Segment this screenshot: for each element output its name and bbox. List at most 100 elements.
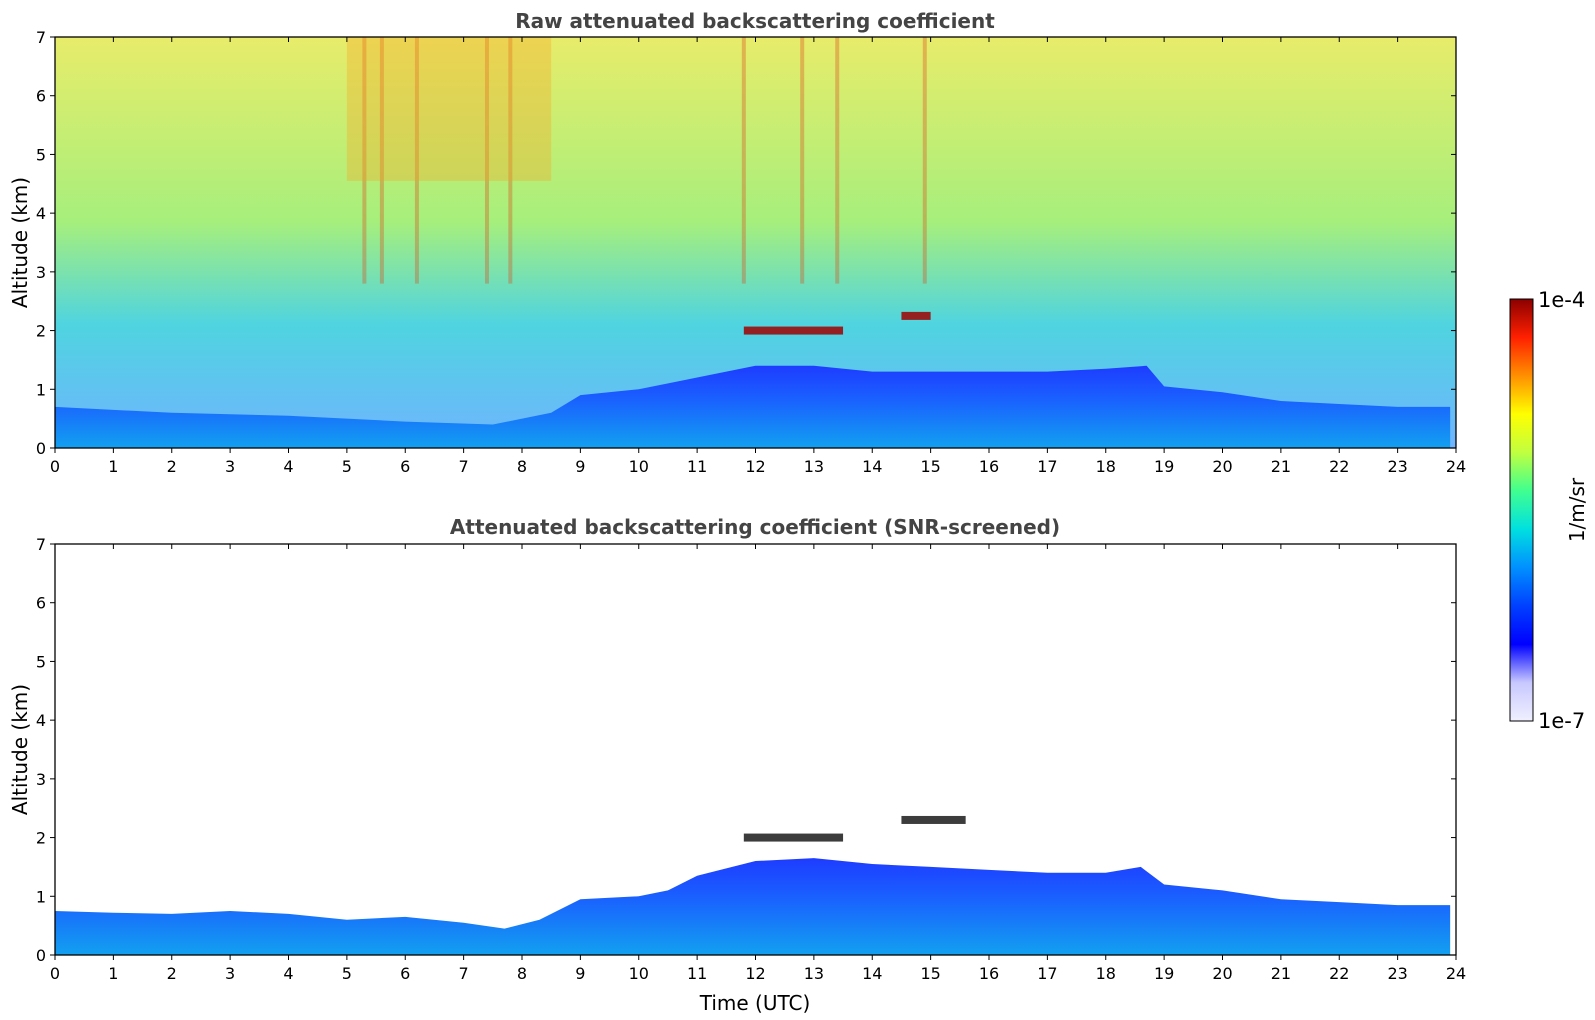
y-axis-label: Altitude (km): [8, 177, 32, 308]
y-axis: 0 1 2 3 4 5 6 7: [36, 535, 1456, 965]
panel-snr-screened: Attenuated backscattering coefficient (S…: [8, 515, 1466, 1015]
y-tick-label: 4: [36, 204, 46, 223]
x-tick-label: 14: [862, 964, 882, 983]
plot-area: [55, 37, 1456, 448]
x-tick-label: 0: [50, 457, 60, 476]
x-tick-label: 9: [575, 964, 585, 983]
chart-title: Raw attenuated backscattering coefficien…: [515, 9, 995, 33]
y-tick-label: 6: [36, 87, 46, 106]
x-tick-label: 5: [342, 964, 352, 983]
x-tick-label: 11: [687, 457, 707, 476]
y-axis-label: Altitude (km): [8, 684, 32, 815]
noise-streak: [362, 37, 367, 284]
warm-band: [346, 37, 552, 181]
x-tick-label: 12: [745, 964, 765, 983]
boundary-layer-area: [55, 858, 1451, 955]
x-tick-label: 11: [687, 964, 707, 983]
noise-streak: [414, 37, 419, 284]
cloud-layer: [901, 815, 966, 824]
noise-streak: [800, 37, 805, 284]
y-tick-label: 0: [36, 946, 46, 965]
panel-raw: Raw attenuated backscattering coefficien…: [8, 9, 1466, 476]
noise-streak: [484, 37, 489, 284]
cloud-layers: [743, 311, 931, 335]
x-tick-label: 8: [517, 457, 527, 476]
chart-title: Attenuated backscattering coefficient (S…: [450, 515, 1060, 539]
x-tick-label: 23: [1387, 457, 1407, 476]
noise-streak: [741, 37, 746, 284]
x-tick-label: 22: [1329, 457, 1349, 476]
cloud-layer: [901, 311, 931, 320]
x-tick-label: 22: [1329, 964, 1349, 983]
x-tick-label: 5: [342, 457, 352, 476]
plot-area: [55, 544, 1456, 955]
x-tick-label: 2: [167, 964, 177, 983]
y-tick-label: 2: [36, 322, 46, 341]
x-tick-label: 6: [400, 457, 410, 476]
y-tick-label: 3: [36, 263, 46, 282]
x-tick-label: 13: [804, 457, 824, 476]
noise-streaks: [346, 37, 927, 284]
x-tick-label: 18: [1096, 457, 1116, 476]
x-tick-label: 13: [804, 964, 824, 983]
x-tick-label: 1: [108, 964, 118, 983]
x-tick-label: 8: [517, 964, 527, 983]
x-tick-label: 7: [459, 457, 469, 476]
cloud-layers: [743, 815, 966, 842]
x-axis-label: Time (UTC): [699, 991, 811, 1015]
x-tick-label: 3: [225, 964, 235, 983]
colorbar: 1e-4 1e-7 1/m/sr: [1509, 288, 1589, 733]
boundary-layer-area: [55, 365, 1451, 448]
x-tick-label: 16: [979, 964, 999, 983]
y-tick-label: 4: [36, 711, 46, 730]
x-tick-label: 21: [1271, 964, 1291, 983]
x-tick-label: 10: [629, 457, 649, 476]
x-tick-label: 12: [745, 457, 765, 476]
x-tick-label: 16: [979, 457, 999, 476]
cloud-layer: [743, 326, 844, 335]
noise-streak: [508, 37, 513, 284]
y-axis: 0 1 2 3 4 5 6 7: [36, 28, 1456, 458]
x-tick-label: 3: [225, 457, 235, 476]
y-tick-label: 5: [36, 652, 46, 671]
x-tick-label: 20: [1212, 964, 1232, 983]
x-tick-label: 23: [1387, 964, 1407, 983]
x-tick-label: 14: [862, 457, 882, 476]
x-tick-label: 0: [50, 964, 60, 983]
colorbar-unit-label: 1/m/sr: [1565, 477, 1589, 542]
y-tick-label: 3: [36, 770, 46, 789]
x-tick-label: 21: [1271, 457, 1291, 476]
y-tick-label: 7: [36, 28, 46, 47]
x-tick-label: 15: [920, 964, 940, 983]
x-tick-label: 4: [283, 457, 293, 476]
y-tick-label: 2: [36, 829, 46, 848]
colorbar-scale: [1509, 298, 1534, 722]
x-tick-label: 6: [400, 964, 410, 983]
noise-streak: [922, 37, 927, 284]
y-tick-label: 1: [36, 887, 46, 906]
noise-streak: [379, 37, 384, 284]
y-tick-label: 1: [36, 380, 46, 399]
x-tick-label: 24: [1446, 457, 1466, 476]
x-tick-label: 4: [283, 964, 293, 983]
x-tick-label: 10: [629, 964, 649, 983]
x-tick-label: 15: [920, 457, 940, 476]
x-tick-label: 18: [1096, 964, 1116, 983]
y-tick-label: 0: [36, 439, 46, 458]
colorbar-max-label: 1e-4: [1538, 288, 1585, 312]
x-tick-label: 19: [1154, 964, 1174, 983]
x-tick-label: 17: [1037, 457, 1057, 476]
cloud-layer: [743, 833, 844, 842]
x-tick-label: 24: [1446, 964, 1466, 983]
x-tick-label: 20: [1212, 457, 1232, 476]
x-axis: 0 1 2 3 4 5 6 7 8 9 10 11 12 13 14 15 16 17 18 19 20 21 22 23 24: [50, 544, 1466, 983]
x-tick-label: 1: [108, 457, 118, 476]
x-tick-label: 19: [1154, 457, 1174, 476]
x-axis: 0 1 2 3 4 5 6 7 8 9 10 11 12 13 14 15 16 17 18 19 20 21 22 23 24: [50, 37, 1466, 476]
colorbar-min-label: 1e-7: [1538, 709, 1585, 733]
x-tick-label: 9: [575, 457, 585, 476]
y-tick-label: 7: [36, 535, 46, 554]
x-tick-label: 7: [459, 964, 469, 983]
